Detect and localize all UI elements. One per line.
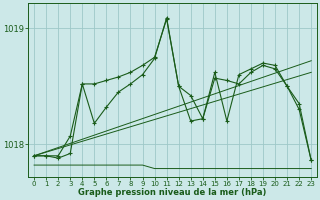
X-axis label: Graphe pression niveau de la mer (hPa): Graphe pression niveau de la mer (hPa): [78, 188, 267, 197]
